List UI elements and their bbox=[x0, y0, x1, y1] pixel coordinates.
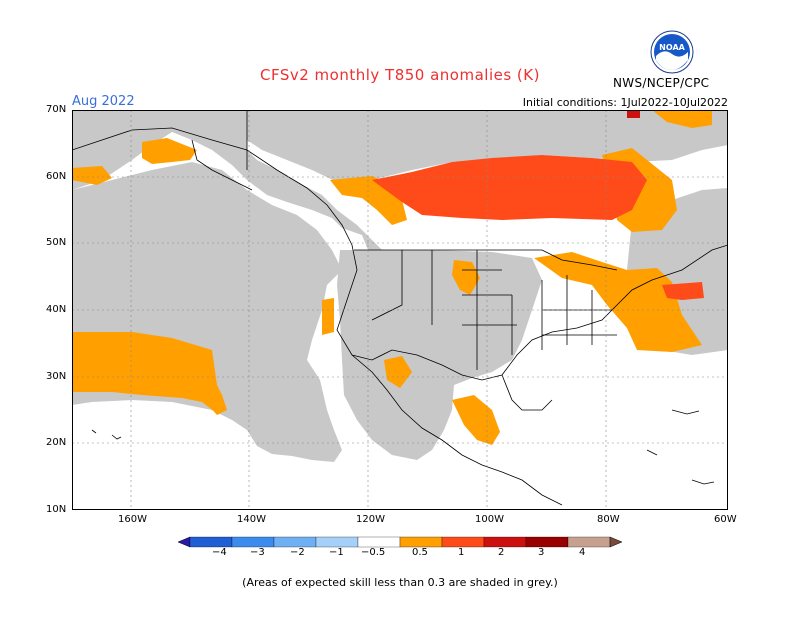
gridlines bbox=[72, 110, 728, 510]
chart-title: CFSv2 monthly T850 anomalies (K) bbox=[260, 66, 540, 84]
colorbar-swatch bbox=[273, 536, 317, 548]
lat-label: 60N bbox=[46, 171, 67, 182]
colorbar-label: 2 bbox=[498, 547, 505, 558]
map-frame bbox=[72, 110, 728, 510]
lon-label: 120W bbox=[356, 514, 385, 525]
lon-label: 80W bbox=[597, 514, 620, 525]
colorbar-swatch bbox=[357, 536, 401, 548]
colorbar-swatch bbox=[399, 536, 443, 548]
initial-conditions: Initial conditions: 1Jul2022-10Jul2022 bbox=[522, 96, 728, 109]
skill-footnote: (Areas of expected skill less than 0.3 a… bbox=[242, 576, 558, 589]
colorbar-swatch bbox=[525, 536, 569, 548]
lat-label: 70N bbox=[46, 104, 67, 115]
colorbar-label: −3 bbox=[250, 547, 265, 558]
colorbar-label: −2 bbox=[290, 547, 305, 558]
colorbar-swatch bbox=[315, 536, 359, 548]
anomaly-map bbox=[72, 110, 728, 510]
colorbar-arrow-high bbox=[609, 536, 623, 548]
colorbar-arrow-low bbox=[177, 536, 191, 548]
colorbar-label: −1 bbox=[329, 547, 344, 558]
coastlines bbox=[72, 110, 728, 506]
lon-label: 100W bbox=[475, 514, 504, 525]
colorbar-swatch bbox=[231, 536, 275, 548]
lat-label: 40N bbox=[46, 304, 67, 315]
forecast-month: Aug 2022 bbox=[72, 94, 135, 109]
lat-label: 50N bbox=[46, 237, 67, 248]
colorbar-label: −4 bbox=[212, 547, 227, 558]
lon-label: 60W bbox=[714, 514, 737, 525]
colorbar-swatches bbox=[177, 536, 623, 548]
colorbar-label: 3 bbox=[538, 547, 545, 558]
colorbar-label: 1 bbox=[458, 547, 465, 558]
lat-label: 30N bbox=[46, 371, 67, 382]
agency-label: NWS/NCEP/CPC bbox=[613, 76, 710, 90]
lon-label: 160W bbox=[118, 514, 147, 525]
lat-label: 20N bbox=[46, 437, 67, 448]
colorbar-swatch bbox=[189, 536, 233, 548]
lat-label: 10N bbox=[46, 504, 67, 515]
colorbar-label: 4 bbox=[579, 547, 586, 558]
logo-text: NOAA bbox=[659, 43, 685, 52]
noaa-logo: NOAA bbox=[650, 30, 694, 74]
anomaly-1-to-2 bbox=[372, 110, 704, 300]
colorbar-swatch bbox=[567, 536, 611, 548]
colorbar-swatch bbox=[483, 536, 527, 548]
colorbar-label: 0.5 bbox=[412, 547, 428, 558]
lon-label: 140W bbox=[237, 514, 266, 525]
colorbar-swatch bbox=[441, 536, 485, 548]
colorbar bbox=[177, 536, 623, 548]
colorbar-label: −0.5 bbox=[361, 547, 386, 558]
